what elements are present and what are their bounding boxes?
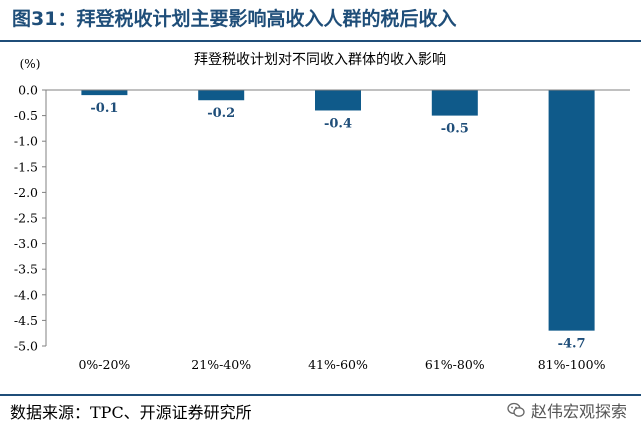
bar [198,90,245,101]
y-tick-label: 0.0 [18,83,38,98]
y-tick-label: -4.5 [14,313,38,328]
source-divider [0,394,641,396]
wechat-icon [507,402,525,417]
y-tick-label: -3.5 [14,262,38,277]
bar-chart: 拜登税收计划对不同收入群体的收入影响 (%) 0.0 -0.5 -1.0 -1.5 -2.… [14,52,630,372]
y-tick-label: -1.5 [14,159,38,174]
watermark-text: 赵伟宏观探索 [530,402,627,421]
bar [548,90,595,331]
data-label: -0.1 [90,101,118,116]
y-tick-label: -2.5 [14,211,38,226]
y-axis-unit-label: (%) [20,57,41,71]
data-label: -0.2 [207,106,235,121]
y-tick-label: -4.0 [14,287,38,302]
data-label: -0.4 [324,116,352,131]
y-tick-label: -3.0 [14,236,38,251]
y-tick-label: -5.0 [14,339,38,354]
figure-title: 图31：拜登税收计划主要影响高收入人群的税后收入 [12,8,457,30]
source-note: 数据来源：TPC、开源证券研究所 [10,403,252,422]
x-category-label: 0%-20% [78,357,130,372]
data-label: -0.5 [441,122,469,137]
x-category-label: 61%-80% [425,357,485,372]
title-divider [0,40,641,42]
x-category-label: 41%-60% [308,357,368,372]
y-tick-label: -2.0 [14,185,38,200]
x-category-label: 21%-40% [191,357,251,372]
bar [315,90,361,111]
chart-title: 拜登税收计划对不同收入群体的收入影响 [194,52,446,68]
watermark: 赵伟宏观探索 [507,398,627,422]
x-category-label: 81%-100% [538,357,606,372]
data-label: -4.7 [558,337,586,352]
y-tick-label: -1.0 [14,134,38,149]
bar [81,90,128,96]
y-tick-label: -0.5 [14,108,38,123]
bar [431,90,478,116]
chart-container: 拜登税收计划对不同收入群体的收入影响 (%) 0.0 -0.5 -1.0 -1.5 -2.… [0,42,641,392]
